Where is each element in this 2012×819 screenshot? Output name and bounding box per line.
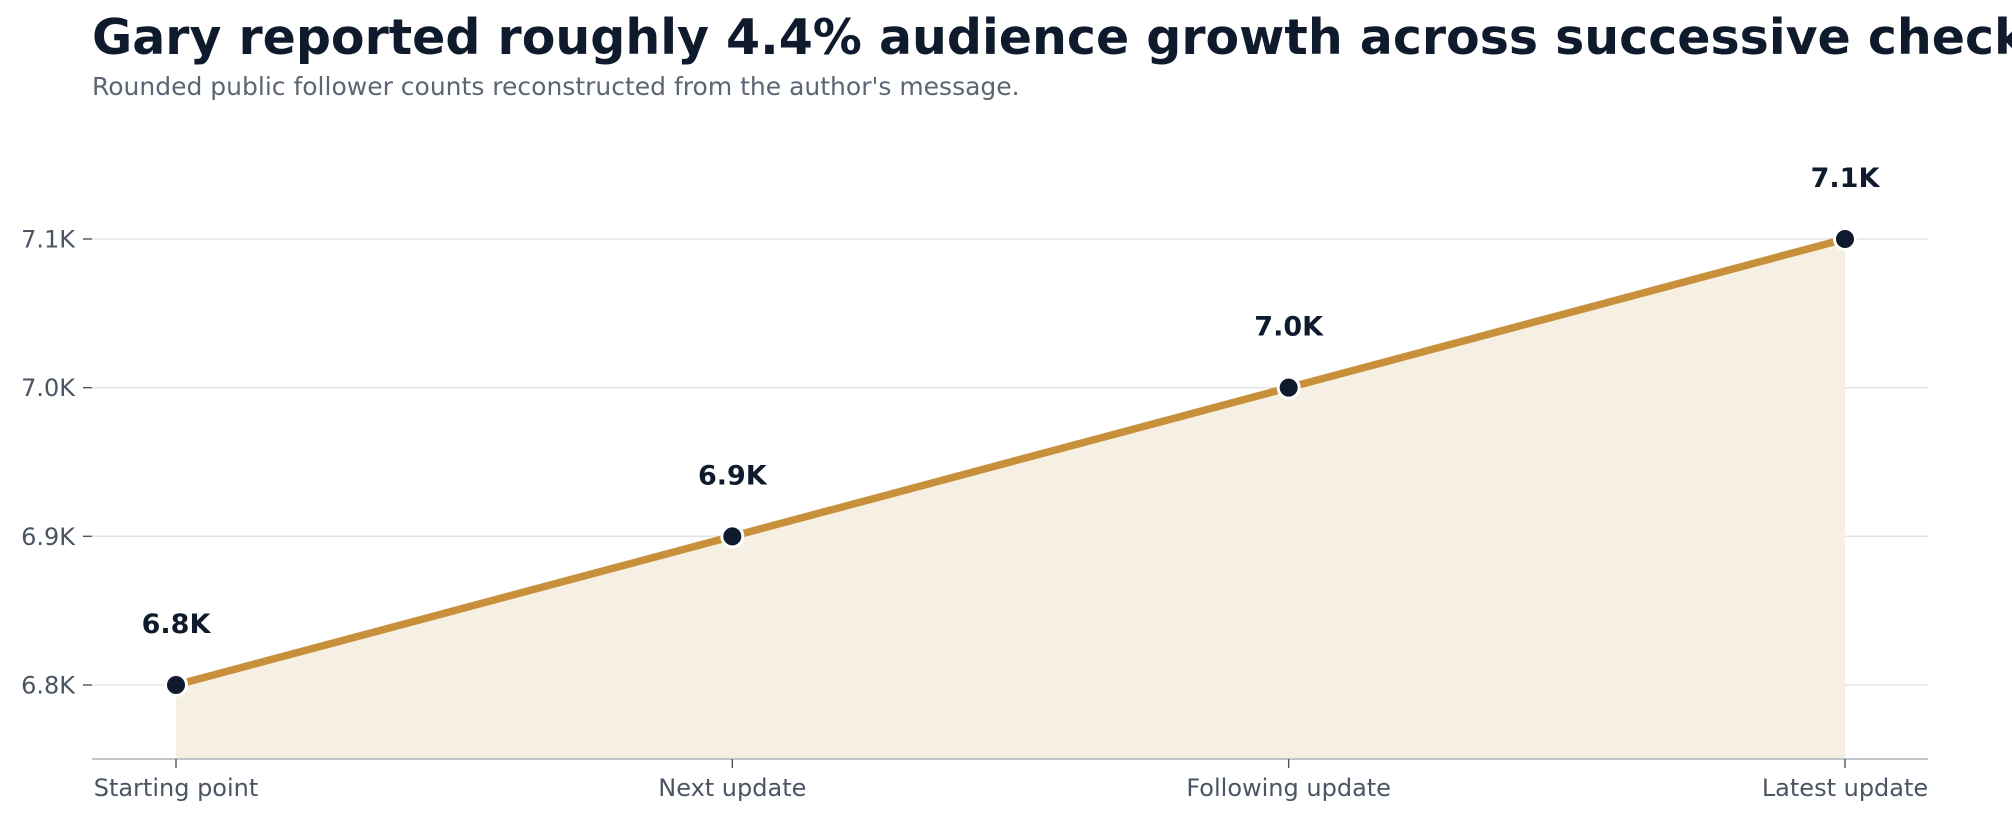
chart-title: Gary reported roughly 4.4% audience grow…	[92, 9, 2012, 66]
data-markers	[164, 227, 1857, 697]
x-tick-label: Latest update	[1762, 774, 1928, 802]
data-label: 6.8K	[142, 609, 212, 640]
y-tick-label: 7.1K	[21, 226, 76, 254]
data-labels: 6.8K 6.9K 7.0K 7.1K	[142, 163, 1881, 640]
series-line	[172, 235, 1849, 689]
data-point	[164, 673, 188, 697]
data-point	[1276, 375, 1301, 400]
chart-subtitle: Rounded public follower counts reconstru…	[92, 72, 1020, 101]
y-tick-label: 7.0K	[21, 374, 76, 402]
y-tick-label: 6.8K	[21, 672, 76, 700]
x-tick-label: Next update	[658, 774, 806, 802]
data-point	[1833, 227, 1857, 251]
data-point	[720, 524, 745, 549]
data-label: 7.0K	[1254, 312, 1324, 343]
x-tick-label: Following update	[1186, 774, 1391, 802]
y-tick-label: 6.9K	[21, 523, 76, 551]
data-label: 6.9K	[698, 460, 768, 491]
area-fill	[176, 239, 1845, 759]
data-label: 7.1K	[1811, 163, 1881, 194]
axes: 6.8K 6.9K 7.0K 7.1K Starting point Next updat…	[21, 226, 1928, 803]
x-tick-label: Starting point	[94, 774, 259, 802]
